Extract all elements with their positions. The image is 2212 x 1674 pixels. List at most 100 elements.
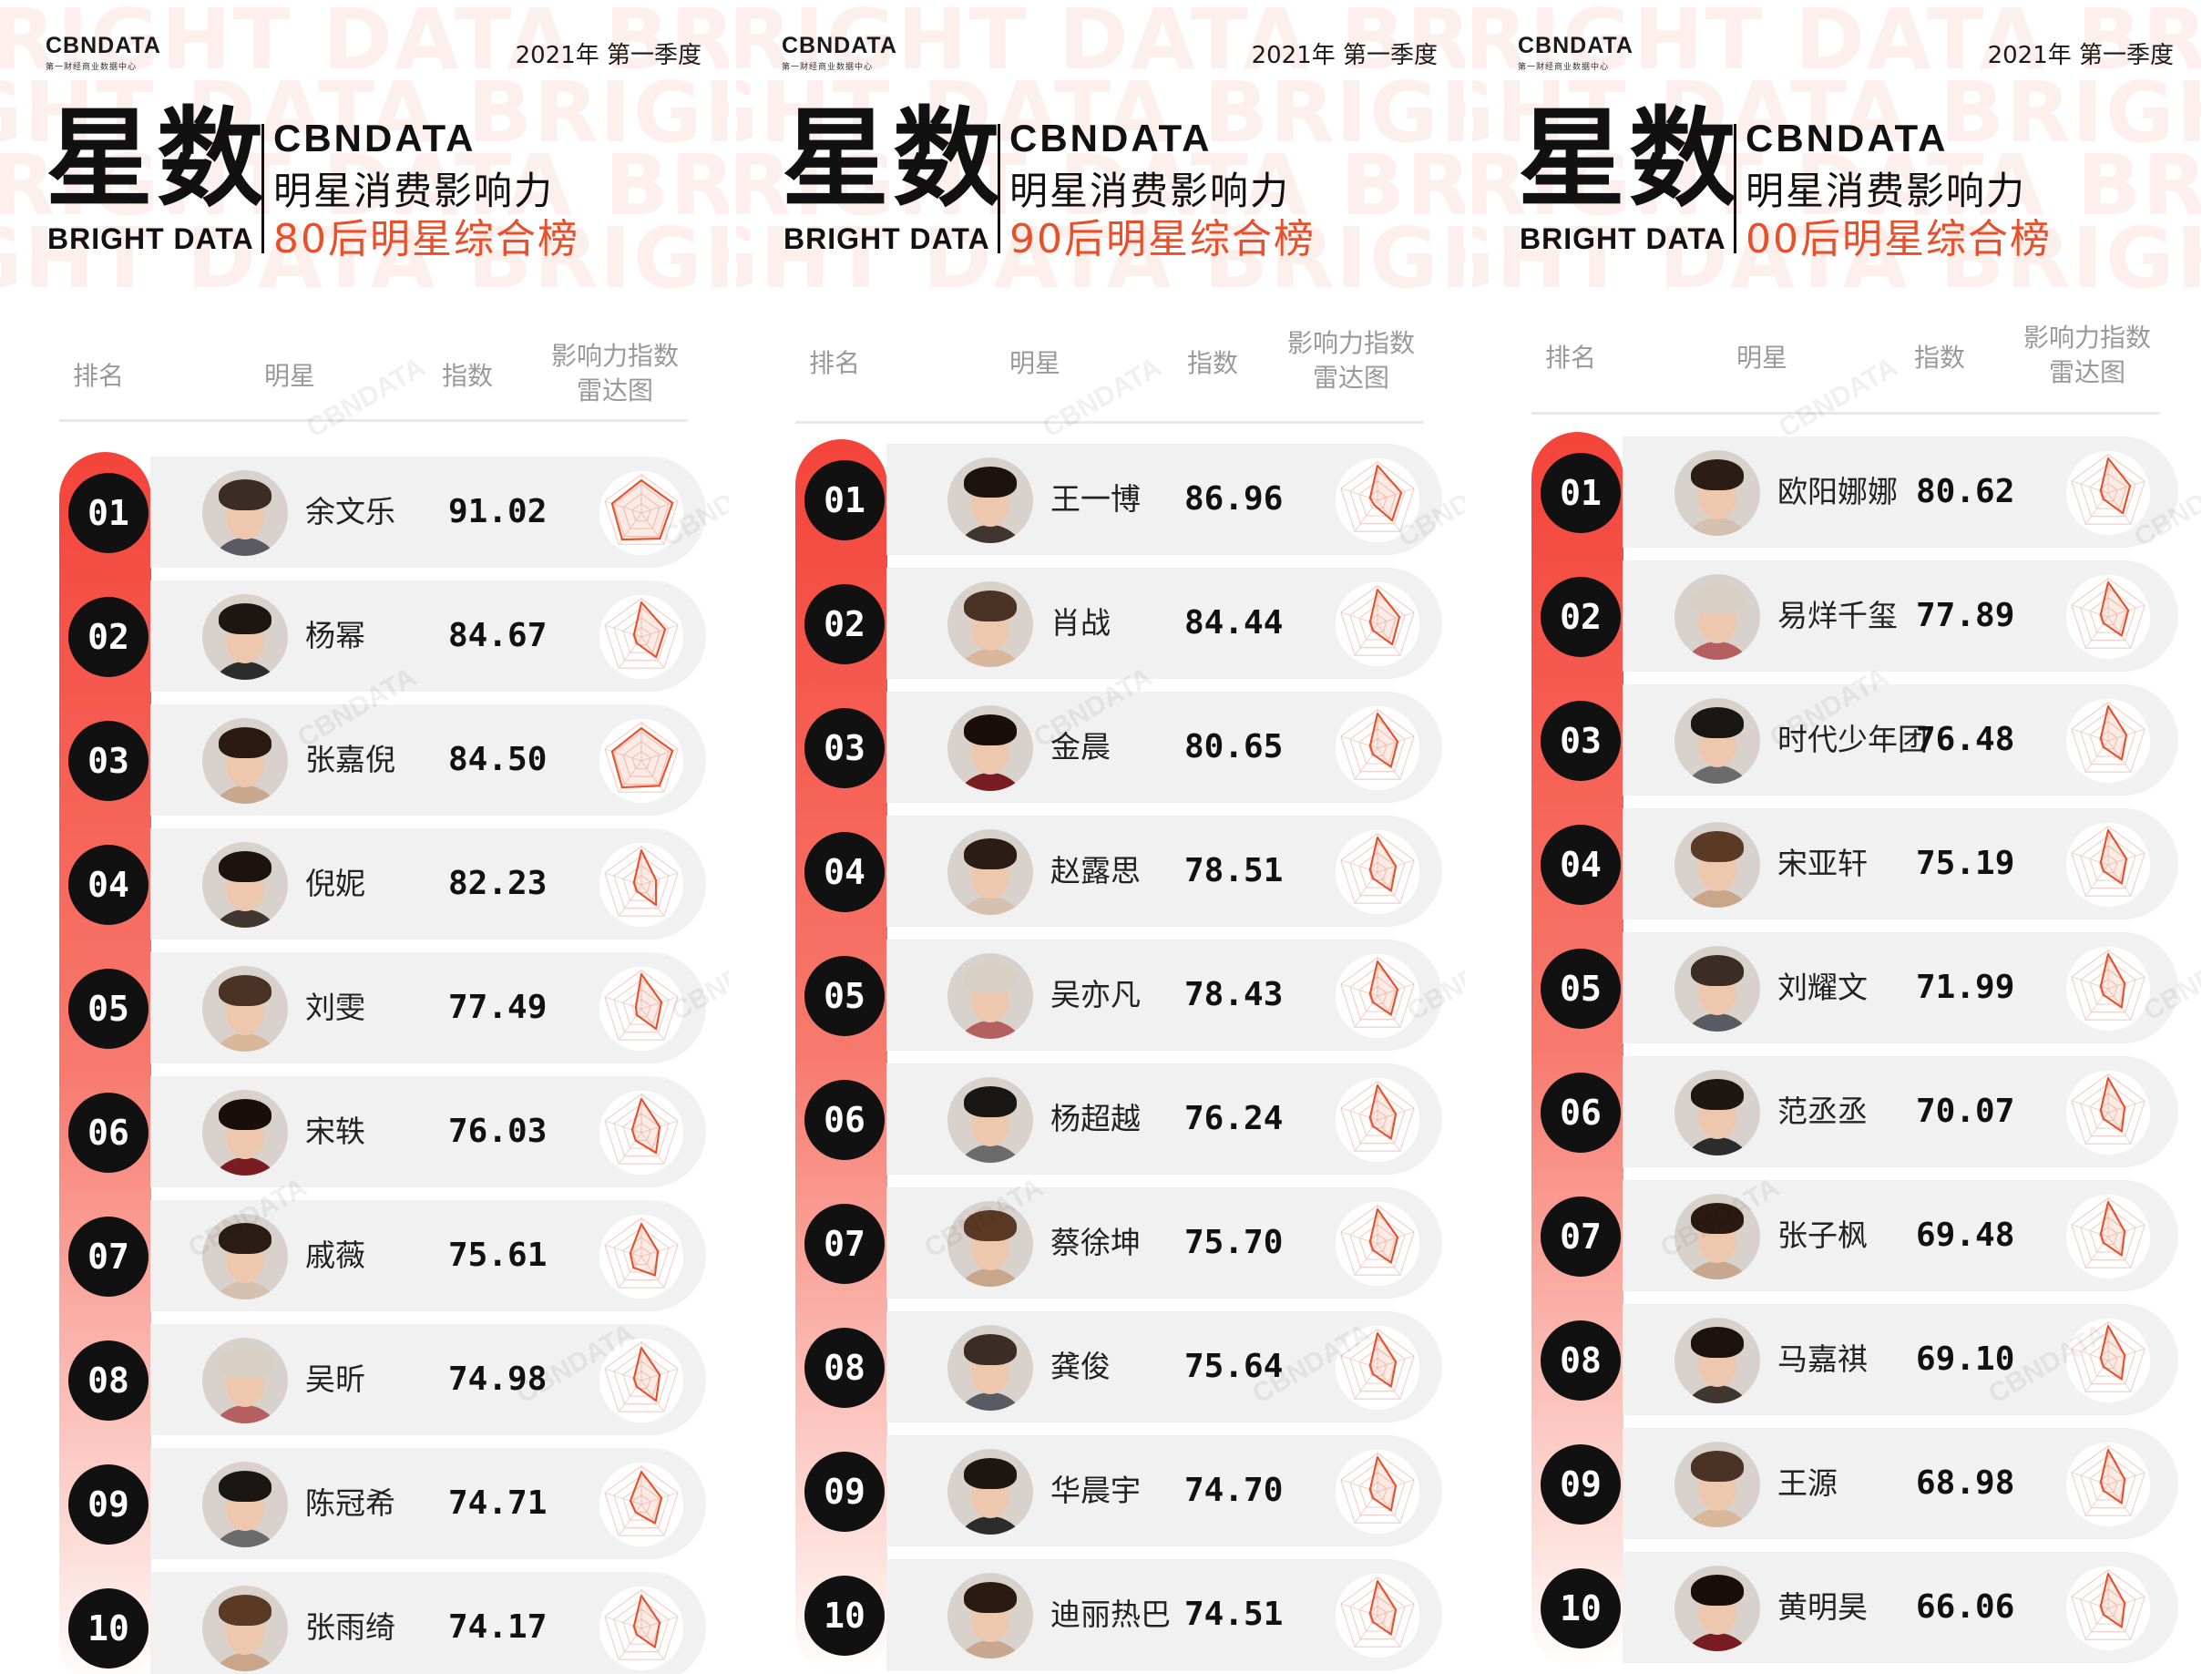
- radar-chart-icon: [2065, 1194, 2151, 1279]
- index-score: 84.50: [448, 741, 548, 778]
- avatar-body: [955, 1021, 1026, 1039]
- ranking-row[interactable]: 06 杨超越 76.24: [736, 1063, 1465, 1175]
- ranking-row[interactable]: 02 易烊千玺 77.89: [1472, 560, 2201, 672]
- star-name[interactable]: 杨超越: [1050, 1101, 1141, 1136]
- ranking-row[interactable]: 01 余文乐 91.02: [0, 457, 729, 568]
- star-name[interactable]: 吴亦凡: [1050, 977, 1141, 1012]
- bright-data-label: BRIGHT DATA: [1520, 222, 1726, 255]
- radar-chart-icon: [1335, 457, 1420, 543]
- index-score: 70.07: [1916, 1093, 2015, 1130]
- radar-chart-icon: [2065, 1318, 2151, 1403]
- ranking-row[interactable]: 05 吴亦凡 78.43: [736, 940, 1465, 1051]
- person-photo-icon: [202, 1586, 288, 1671]
- person-photo-icon: [1674, 1442, 1760, 1527]
- index-score: 68.98: [1916, 1464, 2015, 1502]
- star-name[interactable]: 宋亚轩: [1777, 846, 1868, 881]
- ranking-row[interactable]: 05 刘耀文 71.99: [1472, 932, 2201, 1043]
- star-name[interactable]: 易烊千玺: [1777, 598, 1898, 633]
- ranking-row[interactable]: 10 迪丽热巴 74.51: [736, 1559, 1465, 1670]
- index-score: 74.17: [448, 1608, 548, 1646]
- rank-badge: 02: [68, 597, 148, 677]
- avatar-body: [210, 538, 281, 556]
- header-index: 指数: [1187, 348, 1239, 378]
- avatar-body: [210, 786, 281, 804]
- ranking-row[interactable]: 10 张雨绮 74.17: [0, 1572, 729, 1674]
- header-rank: 排名: [73, 361, 125, 391]
- ranking-row[interactable]: 09 陈冠希 74.71: [0, 1448, 729, 1559]
- person-photo-icon: [947, 581, 1033, 667]
- star-name[interactable]: 时代少年团: [1777, 722, 1928, 757]
- star-name[interactable]: 刘耀文: [1777, 970, 1868, 1005]
- star-name[interactable]: 张子枫: [1777, 1217, 1868, 1253]
- ranking-row[interactable]: 05 刘雯 77.49: [0, 952, 729, 1063]
- ranking-row[interactable]: 09 王源 68.98: [1472, 1428, 2201, 1539]
- star-name[interactable]: 蔡徐坤: [1050, 1225, 1141, 1260]
- radar-chart-icon: [2065, 822, 2151, 908]
- star-name[interactable]: 赵露思: [1050, 853, 1141, 888]
- avatar-hair: [1691, 1203, 1744, 1234]
- avatar-body: [955, 1268, 1026, 1287]
- star-name[interactable]: 金晨: [1050, 729, 1111, 765]
- ranking-row[interactable]: 07 张子枫 69.48: [1472, 1180, 2201, 1291]
- star-name[interactable]: 王一博: [1050, 481, 1141, 517]
- star-name[interactable]: 戚薇: [305, 1238, 365, 1273]
- ranking-row[interactable]: 08 吴昕 74.98: [0, 1324, 729, 1435]
- radar-chart-icon: [2065, 1442, 2151, 1527]
- ranking-row[interactable]: 09 华晨宇 74.70: [736, 1435, 1465, 1546]
- header-rank: 排名: [1545, 343, 1597, 373]
- ranking-row[interactable]: 06 范丞丞 70.07: [1472, 1056, 2201, 1167]
- star-name[interactable]: 欧阳娜娜: [1777, 474, 1898, 509]
- star-name[interactable]: 黄明昊: [1777, 1589, 1868, 1625]
- ranking-row[interactable]: 07 蔡徐坤 75.70: [736, 1187, 1465, 1299]
- brand-name: CBNDATA: [1009, 117, 1213, 159]
- ranking-row[interactable]: 03 张嘉倪 84.50: [0, 704, 729, 816]
- ranking-row[interactable]: 01 欧阳娜娜 80.62: [1472, 436, 2201, 548]
- avatar-body: [955, 1145, 1026, 1163]
- logo-subtitle: 第一财经商业数据中心: [1518, 63, 1610, 72]
- star-name[interactable]: 华晨宇: [1050, 1473, 1141, 1508]
- star-name[interactable]: 余文乐: [305, 494, 395, 529]
- star-name[interactable]: 迪丽热巴: [1050, 1597, 1171, 1632]
- radar-chart-icon: [2065, 1566, 2151, 1651]
- ranking-row[interactable]: 08 龚俊 75.64: [736, 1311, 1465, 1422]
- star-name[interactable]: 范丞丞: [1777, 1094, 1868, 1129]
- person-photo-icon: [1674, 1566, 1760, 1651]
- person-photo-icon: [947, 1449, 1033, 1535]
- ranking-row[interactable]: 06 宋轶 76.03: [0, 1076, 729, 1187]
- avatar-body: [1682, 1261, 1753, 1279]
- star-name[interactable]: 张嘉倪: [305, 742, 395, 777]
- star-name[interactable]: 肖战: [1050, 605, 1111, 641]
- ranking-row[interactable]: 02 杨幂 84.67: [0, 580, 729, 692]
- star-name[interactable]: 张雨绮: [305, 1609, 395, 1645]
- ranking-row[interactable]: 03 时代少年团 76.48: [1472, 684, 2201, 796]
- ranking-row[interactable]: 10 黄明昊 66.06: [1472, 1552, 2201, 1663]
- star-name[interactable]: 马嘉祺: [1777, 1341, 1868, 1377]
- avatar-body: [955, 1392, 1026, 1411]
- avatar-body: [210, 909, 281, 928]
- star-name[interactable]: 王源: [1777, 1465, 1838, 1501]
- ranking-row[interactable]: 04 倪妮 82.23: [0, 828, 729, 940]
- star-name[interactable]: 杨幂: [305, 618, 365, 653]
- header-radar-line1: 影响力指数: [1286, 328, 1415, 358]
- background-text: RIGHT DATA BRIGHT: [0, 137, 729, 234]
- index-score: 71.99: [1916, 969, 2015, 1006]
- ranking-row[interactable]: 01 王一博 86.96: [736, 444, 1465, 555]
- star-name[interactable]: 宋轶: [305, 1114, 365, 1149]
- person-photo-icon: [202, 1214, 288, 1299]
- avatar-hair: [219, 603, 271, 634]
- star-name[interactable]: 吴昕: [305, 1361, 365, 1397]
- ranking-row[interactable]: 04 宋亚轩 75.19: [1472, 808, 2201, 919]
- ranking-row[interactable]: 02 肖战 84.44: [736, 568, 1465, 679]
- star-name[interactable]: 刘雯: [305, 990, 365, 1025]
- star-name[interactable]: 陈冠希: [305, 1485, 395, 1521]
- background-text: RIGHT DATA BRIGHT: [1472, 210, 2201, 307]
- ranking-row[interactable]: 04 赵露思 78.51: [736, 816, 1465, 927]
- ranking-row[interactable]: 08 马嘉祺 69.10: [1472, 1304, 2201, 1415]
- star-name[interactable]: 倪妮: [305, 866, 365, 901]
- star-name[interactable]: 龚俊: [1050, 1349, 1111, 1384]
- header-radar-line1: 影响力指数: [2023, 323, 2151, 353]
- header-divider: [795, 421, 1424, 424]
- ranking-row[interactable]: 07 戚薇 75.61: [0, 1200, 729, 1311]
- ranking-row[interactable]: 03 金晨 80.65: [736, 692, 1465, 803]
- person-photo-icon: [947, 457, 1033, 543]
